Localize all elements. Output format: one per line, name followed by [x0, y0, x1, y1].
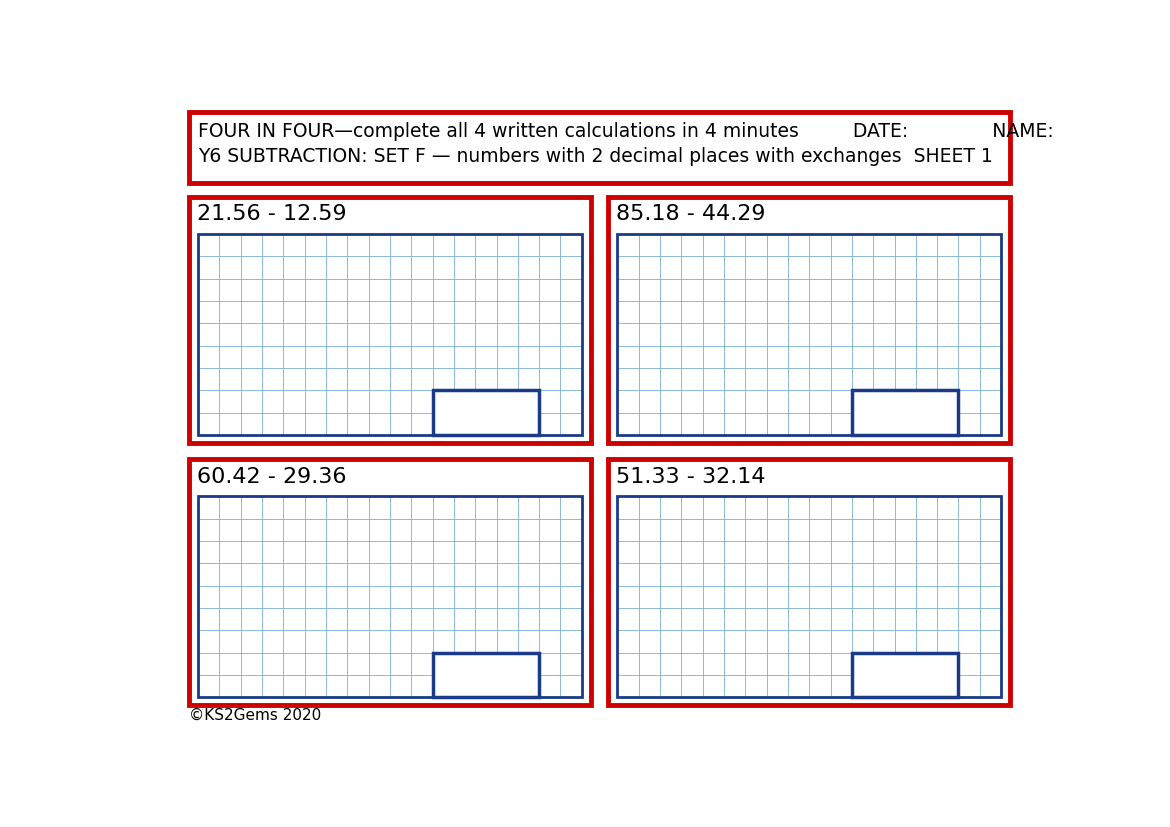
Bar — [852, 653, 958, 698]
Bar — [852, 390, 958, 435]
Bar — [198, 235, 581, 435]
Text: ©KS2Gems 2020: ©KS2Gems 2020 — [188, 707, 321, 722]
Bar — [198, 497, 581, 698]
Bar — [433, 390, 539, 435]
Text: Y6 SUBTRACTION: SET F — numbers with 2 decimal places with exchanges  SHEET 1: Y6 SUBTRACTION: SET F — numbers with 2 d… — [198, 147, 993, 166]
Bar — [608, 198, 1011, 443]
Text: 21.56 - 12.59: 21.56 - 12.59 — [197, 203, 346, 224]
Bar — [188, 198, 591, 443]
Text: 60.42 - 29.36: 60.42 - 29.36 — [197, 466, 346, 486]
Text: 51.33 - 32.14: 51.33 - 32.14 — [615, 466, 765, 486]
Text: 85.18 - 44.29: 85.18 - 44.29 — [615, 203, 765, 224]
Bar — [618, 497, 1002, 698]
Bar — [618, 235, 1002, 435]
Bar — [608, 460, 1011, 705]
Text: FOUR IN FOUR—complete all 4 written calculations in 4 minutes         DATE:     : FOUR IN FOUR—complete all 4 written calc… — [198, 122, 1054, 141]
Bar — [198, 497, 581, 698]
Bar — [433, 653, 539, 698]
Bar — [618, 235, 1002, 435]
Bar — [188, 460, 591, 705]
Bar — [618, 497, 1002, 698]
Bar — [198, 235, 581, 435]
Bar — [188, 113, 1011, 184]
